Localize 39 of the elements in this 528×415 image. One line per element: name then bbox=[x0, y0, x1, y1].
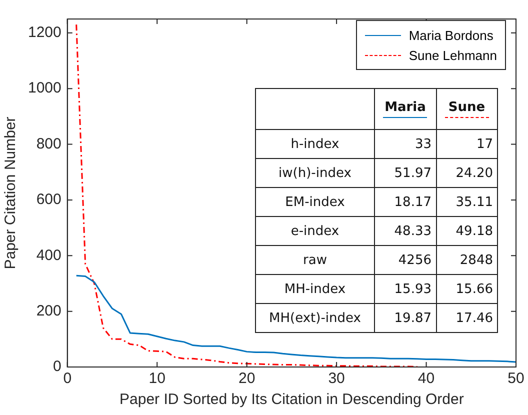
annotation: 2848 bbox=[436, 246, 498, 274]
x-tick-label: 20 bbox=[238, 370, 256, 388]
annotation: h-index bbox=[256, 130, 374, 158]
annotation: 18.17 bbox=[374, 188, 436, 216]
annotation: e-index bbox=[256, 216, 374, 246]
y-tick-label: 0 bbox=[53, 358, 62, 376]
y-tick-label: 400 bbox=[36, 246, 62, 264]
annotation: 35.11 bbox=[436, 188, 498, 216]
y-axis-title: Paper Citation Number bbox=[2, 116, 20, 270]
annotation: EM-index bbox=[256, 188, 374, 216]
x-axis-title: Paper ID Sorted by Its Citation in Descending Order bbox=[120, 391, 464, 408]
annotation: raw bbox=[256, 246, 374, 274]
y-tick-label: 200 bbox=[36, 302, 62, 320]
annotation: 19.87 bbox=[374, 304, 436, 332]
annotation: MH(ext)-index bbox=[256, 304, 374, 332]
x-tick-label: 50 bbox=[508, 370, 524, 388]
annotation: 48.33 bbox=[374, 216, 436, 246]
annotation: 49.18 bbox=[436, 216, 498, 246]
annotation: 51.97 bbox=[374, 158, 436, 188]
annotation: 17.46 bbox=[436, 304, 498, 332]
x-tick-label: 10 bbox=[148, 370, 166, 388]
annotation: 15.93 bbox=[374, 274, 436, 304]
legend-label: Sune Lehmann bbox=[408, 48, 497, 62]
annotation: 17 bbox=[436, 130, 498, 158]
x-tick-label: 30 bbox=[328, 370, 345, 388]
annotation: 4256 bbox=[374, 246, 436, 274]
y-tick-label: 1200 bbox=[28, 24, 62, 42]
annotation: Maria bbox=[384, 100, 426, 115]
annotation: Sune bbox=[448, 100, 486, 115]
annotation: 33 bbox=[374, 130, 436, 158]
annotation: 24.20 bbox=[436, 158, 498, 188]
y-tick-label: 600 bbox=[36, 191, 62, 208]
legend-label: Maria Bordons bbox=[408, 28, 494, 42]
annotation: 15.66 bbox=[436, 274, 498, 304]
annotation: MH-index bbox=[256, 274, 374, 304]
x-tick-label: 40 bbox=[418, 370, 435, 388]
y-tick-label: 800 bbox=[36, 135, 62, 152]
y-tick-label: 1000 bbox=[28, 80, 62, 97]
annotation: iw(h)-index bbox=[256, 158, 374, 188]
